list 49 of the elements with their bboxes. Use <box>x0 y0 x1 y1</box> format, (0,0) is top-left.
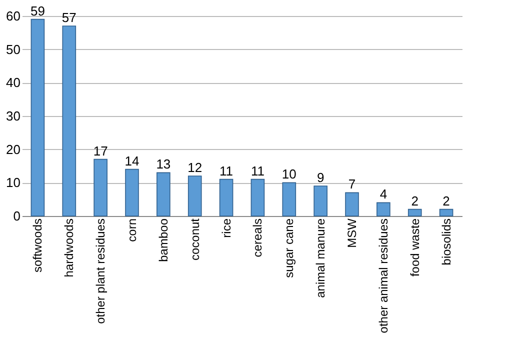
data-label: 13 <box>156 156 171 172</box>
data-label: 9 <box>316 170 324 185</box>
bar <box>345 192 359 216</box>
x-tick-label: coconut <box>188 218 202 261</box>
bar <box>156 172 170 216</box>
bar <box>376 202 390 216</box>
data-label: 11 <box>220 163 234 178</box>
x-tick-label: cereals <box>250 218 265 258</box>
data-label: 2 <box>442 193 450 208</box>
y-tick-label: 60 <box>6 8 20 24</box>
data-label: 7 <box>348 176 356 192</box>
bar <box>314 186 328 216</box>
bar <box>439 208 454 216</box>
bar <box>188 176 202 216</box>
x-tick-label: sugar cane <box>282 218 296 278</box>
data-label: 59 <box>30 3 45 18</box>
x-tick-label: animal manure <box>314 218 328 298</box>
x-tick-label: corn <box>125 218 139 242</box>
y-tick-label: 10 <box>6 175 20 190</box>
data-label: 14 <box>124 153 140 168</box>
bar <box>125 168 139 216</box>
x-tick-label: food waste <box>408 218 422 277</box>
x-tick-label: softwoods <box>30 218 45 273</box>
x-tick-label: bamboo <box>156 218 170 262</box>
y-tick-label: 0 <box>13 208 20 224</box>
bar <box>250 178 265 216</box>
data-label: 10 <box>282 166 296 182</box>
data-label: 4 <box>380 186 388 202</box>
data-label: 17 <box>93 143 108 158</box>
bar <box>282 182 296 216</box>
data-label: 11 <box>250 163 264 178</box>
bar <box>219 178 234 216</box>
y-tick-label: 20 <box>6 142 20 157</box>
bar <box>30 18 45 216</box>
x-tick-label: MSW <box>345 218 359 248</box>
x-tick-label: hardwoods <box>62 218 76 278</box>
bar <box>94 158 108 216</box>
x-tick-label: other animal residues <box>376 218 390 334</box>
x-tick-label: rice <box>219 218 234 238</box>
y-tick-label: 40 <box>6 75 20 90</box>
x-tick-label: other plant residues <box>94 218 108 324</box>
data-label: 57 <box>62 10 76 25</box>
y-tick-label: 30 <box>6 108 20 124</box>
bar <box>62 26 76 216</box>
bar <box>408 208 422 216</box>
x-tick-label: biosolids <box>439 218 454 266</box>
data-label: 2 <box>411 193 418 208</box>
data-label: 12 <box>188 160 202 175</box>
y-tick-label: 50 <box>6 42 20 57</box>
